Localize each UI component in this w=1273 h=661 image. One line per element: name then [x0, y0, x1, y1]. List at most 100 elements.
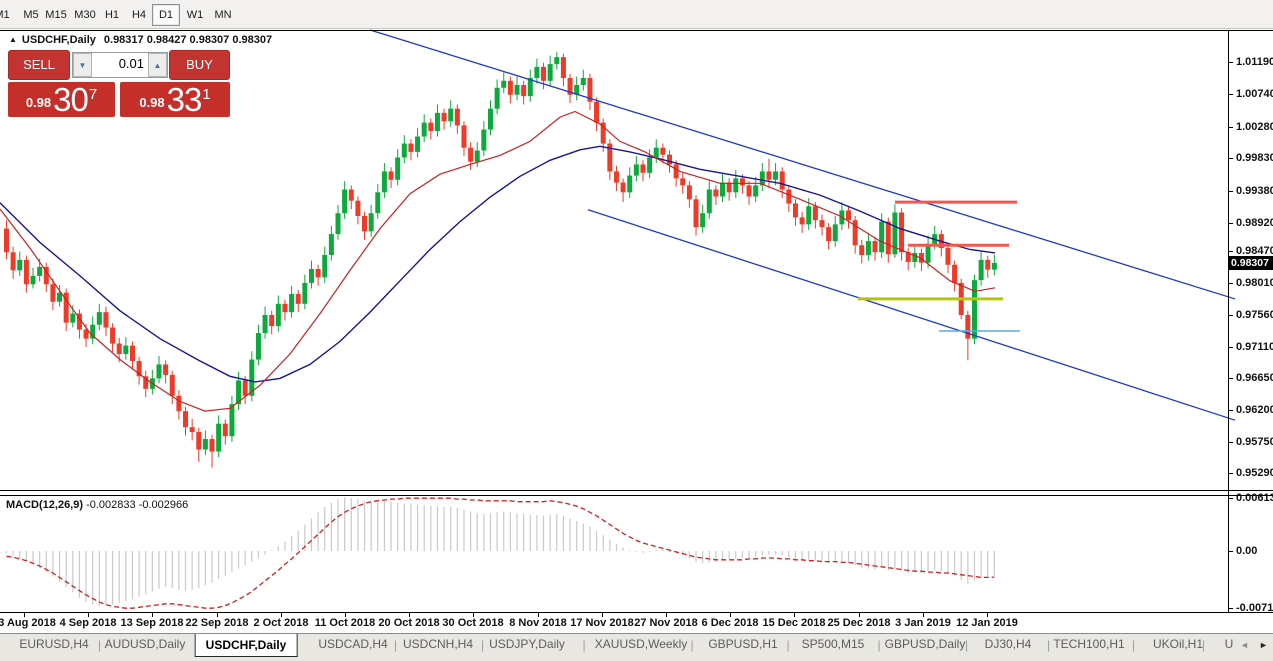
tab-usdjpy-daily[interactable]: USDJPY,Daily — [489, 637, 565, 651]
candle — [30, 275, 36, 285]
candle — [143, 376, 149, 389]
tab-separator: | — [690, 638, 694, 652]
candle — [255, 333, 261, 360]
tab-audusd-daily[interactable]: AUDUSD,Daily — [104, 637, 186, 651]
candle — [673, 164, 679, 179]
volume-decrease-icon[interactable]: ▼ — [73, 53, 92, 77]
ma-slow-line — [0, 145, 996, 383]
date-axis-label: 15 Dec 2018 — [762, 617, 826, 629]
buy-price-display[interactable]: 0.98 33 1 — [120, 82, 230, 117]
candle — [474, 150, 480, 162]
candle — [23, 259, 29, 285]
timeframe-button-mn[interactable]: MN — [214, 9, 232, 21]
channel-lower[interactable] — [587, 209, 1236, 421]
buy-button[interactable]: BUY — [169, 50, 230, 80]
candle — [421, 122, 427, 137]
candle — [521, 84, 527, 97]
tab-separator: | — [97, 638, 102, 652]
tab-eurusd-h4[interactable]: EURUSD,H4 — [19, 637, 89, 651]
candle — [693, 199, 699, 228]
timeframe-button-m30[interactable]: M30 — [74, 9, 96, 21]
timeframe-button-m5[interactable]: M5 — [23, 9, 39, 21]
candle — [169, 374, 175, 396]
tab-ukoil-h1[interactable]: UKOil,H1 — [1152, 637, 1204, 651]
buy-price-pips: 33 — [166, 81, 203, 118]
candle — [885, 221, 891, 255]
candle — [773, 171, 779, 180]
candle — [322, 255, 328, 278]
candle — [63, 292, 69, 323]
tab-sp500-m15[interactable]: SP500,M15 — [801, 637, 865, 651]
candle — [448, 108, 454, 122]
tab-xauusd-weekly[interactable]: XAUUSD,Weekly — [594, 637, 688, 651]
date-axis-label: 20 Oct 2018 — [378, 617, 440, 629]
channel-upper[interactable] — [369, 29, 1236, 300]
candle — [183, 411, 189, 428]
tabs-scroll-left-icon[interactable]: ◄ — [1240, 640, 1249, 650]
candle — [594, 101, 600, 123]
buy-price-point: 1 — [202, 86, 211, 103]
tab-separator: | — [877, 638, 881, 652]
candle — [806, 206, 812, 225]
candle — [799, 217, 805, 225]
tab-usdcad-h4[interactable]: USDCAD,H4 — [318, 637, 388, 651]
price-axis-label: 0.95750 — [1236, 436, 1273, 448]
candle — [110, 327, 116, 344]
candle — [560, 57, 566, 79]
candle — [242, 380, 248, 396]
timeframe-button-h1[interactable]: H1 — [104, 9, 120, 21]
candle — [17, 259, 23, 271]
tab-usdcnh-h4[interactable]: USDCNH,H4 — [402, 637, 474, 651]
tab-gbpusd-daily[interactable]: GBPUSD,Daily — [884, 637, 966, 651]
date-axis-label: 25 Dec 2018 — [827, 617, 891, 629]
candle — [766, 171, 772, 180]
candle — [846, 210, 852, 221]
sell-button[interactable]: SELL — [8, 50, 70, 80]
candle — [859, 245, 865, 256]
collapse-triangle-icon[interactable]: ▲ — [9, 35, 17, 44]
candle — [116, 343, 122, 354]
tab-dj30-h4[interactable]: DJ30,H4 — [984, 637, 1032, 651]
candle — [196, 432, 202, 450]
date-axis-label: 8 Nov 2018 — [509, 617, 567, 629]
tab-separator: | — [1201, 638, 1206, 652]
date-axis-label: 23 Aug 2018 — [0, 617, 56, 629]
timeframe-toolbar: M1 M5 M15 M30 H1 H4 D1 W1 MN — [0, 0, 1273, 29]
candle — [315, 268, 321, 278]
candle — [222, 423, 228, 437]
sell-price-display[interactable]: 0.98 30 7 — [8, 82, 115, 117]
chart-tabs-bar: ◄ ► EURUSD,H4 | AUDUSD,Daily USDCHF,Daily US… — [0, 633, 1273, 661]
timeframe-button-m15[interactable]: M15 — [45, 9, 67, 21]
tab-tech100-h1[interactable]: TECH100,H1 — [1053, 637, 1125, 651]
candle — [686, 185, 692, 200]
candle — [613, 171, 619, 183]
tab-separator: | — [964, 638, 969, 652]
timeframe-button-d1[interactable]: D1 — [151, 4, 181, 26]
volume-input[interactable]: 0.01 — [118, 56, 144, 71]
date-axis-label: 3 Jan 2019 — [895, 617, 951, 629]
candle — [83, 329, 89, 339]
timeframe-button-m1[interactable]: M1 — [0, 9, 10, 21]
candle — [249, 359, 255, 396]
candle — [713, 189, 719, 197]
candle — [76, 313, 82, 330]
candle — [90, 324, 96, 339]
candle — [905, 252, 911, 262]
symbol-name: USDCHF,Daily — [21, 34, 96, 46]
volume-increase-icon[interactable]: ▲ — [148, 53, 167, 77]
candle — [362, 216, 368, 232]
timeframe-button-w1[interactable]: W1 — [186, 9, 204, 21]
candle — [123, 345, 129, 354]
tab-usdchf-daily[interactable]: USDCHF,Daily — [194, 634, 298, 657]
candle — [275, 303, 281, 327]
candle — [408, 143, 414, 152]
candle — [415, 136, 421, 152]
timeframe-button-h4[interactable]: H4 — [131, 9, 147, 21]
candle — [633, 164, 639, 176]
tabs-scroll-right-icon[interactable]: ► — [1259, 640, 1268, 650]
tab-u[interactable]: U — [1224, 637, 1234, 651]
tab-gbpusd-h1[interactable]: GBPUSD,H1 — [708, 637, 778, 651]
candle — [739, 178, 745, 186]
price-axis-label: 0.95290 — [1236, 467, 1273, 479]
